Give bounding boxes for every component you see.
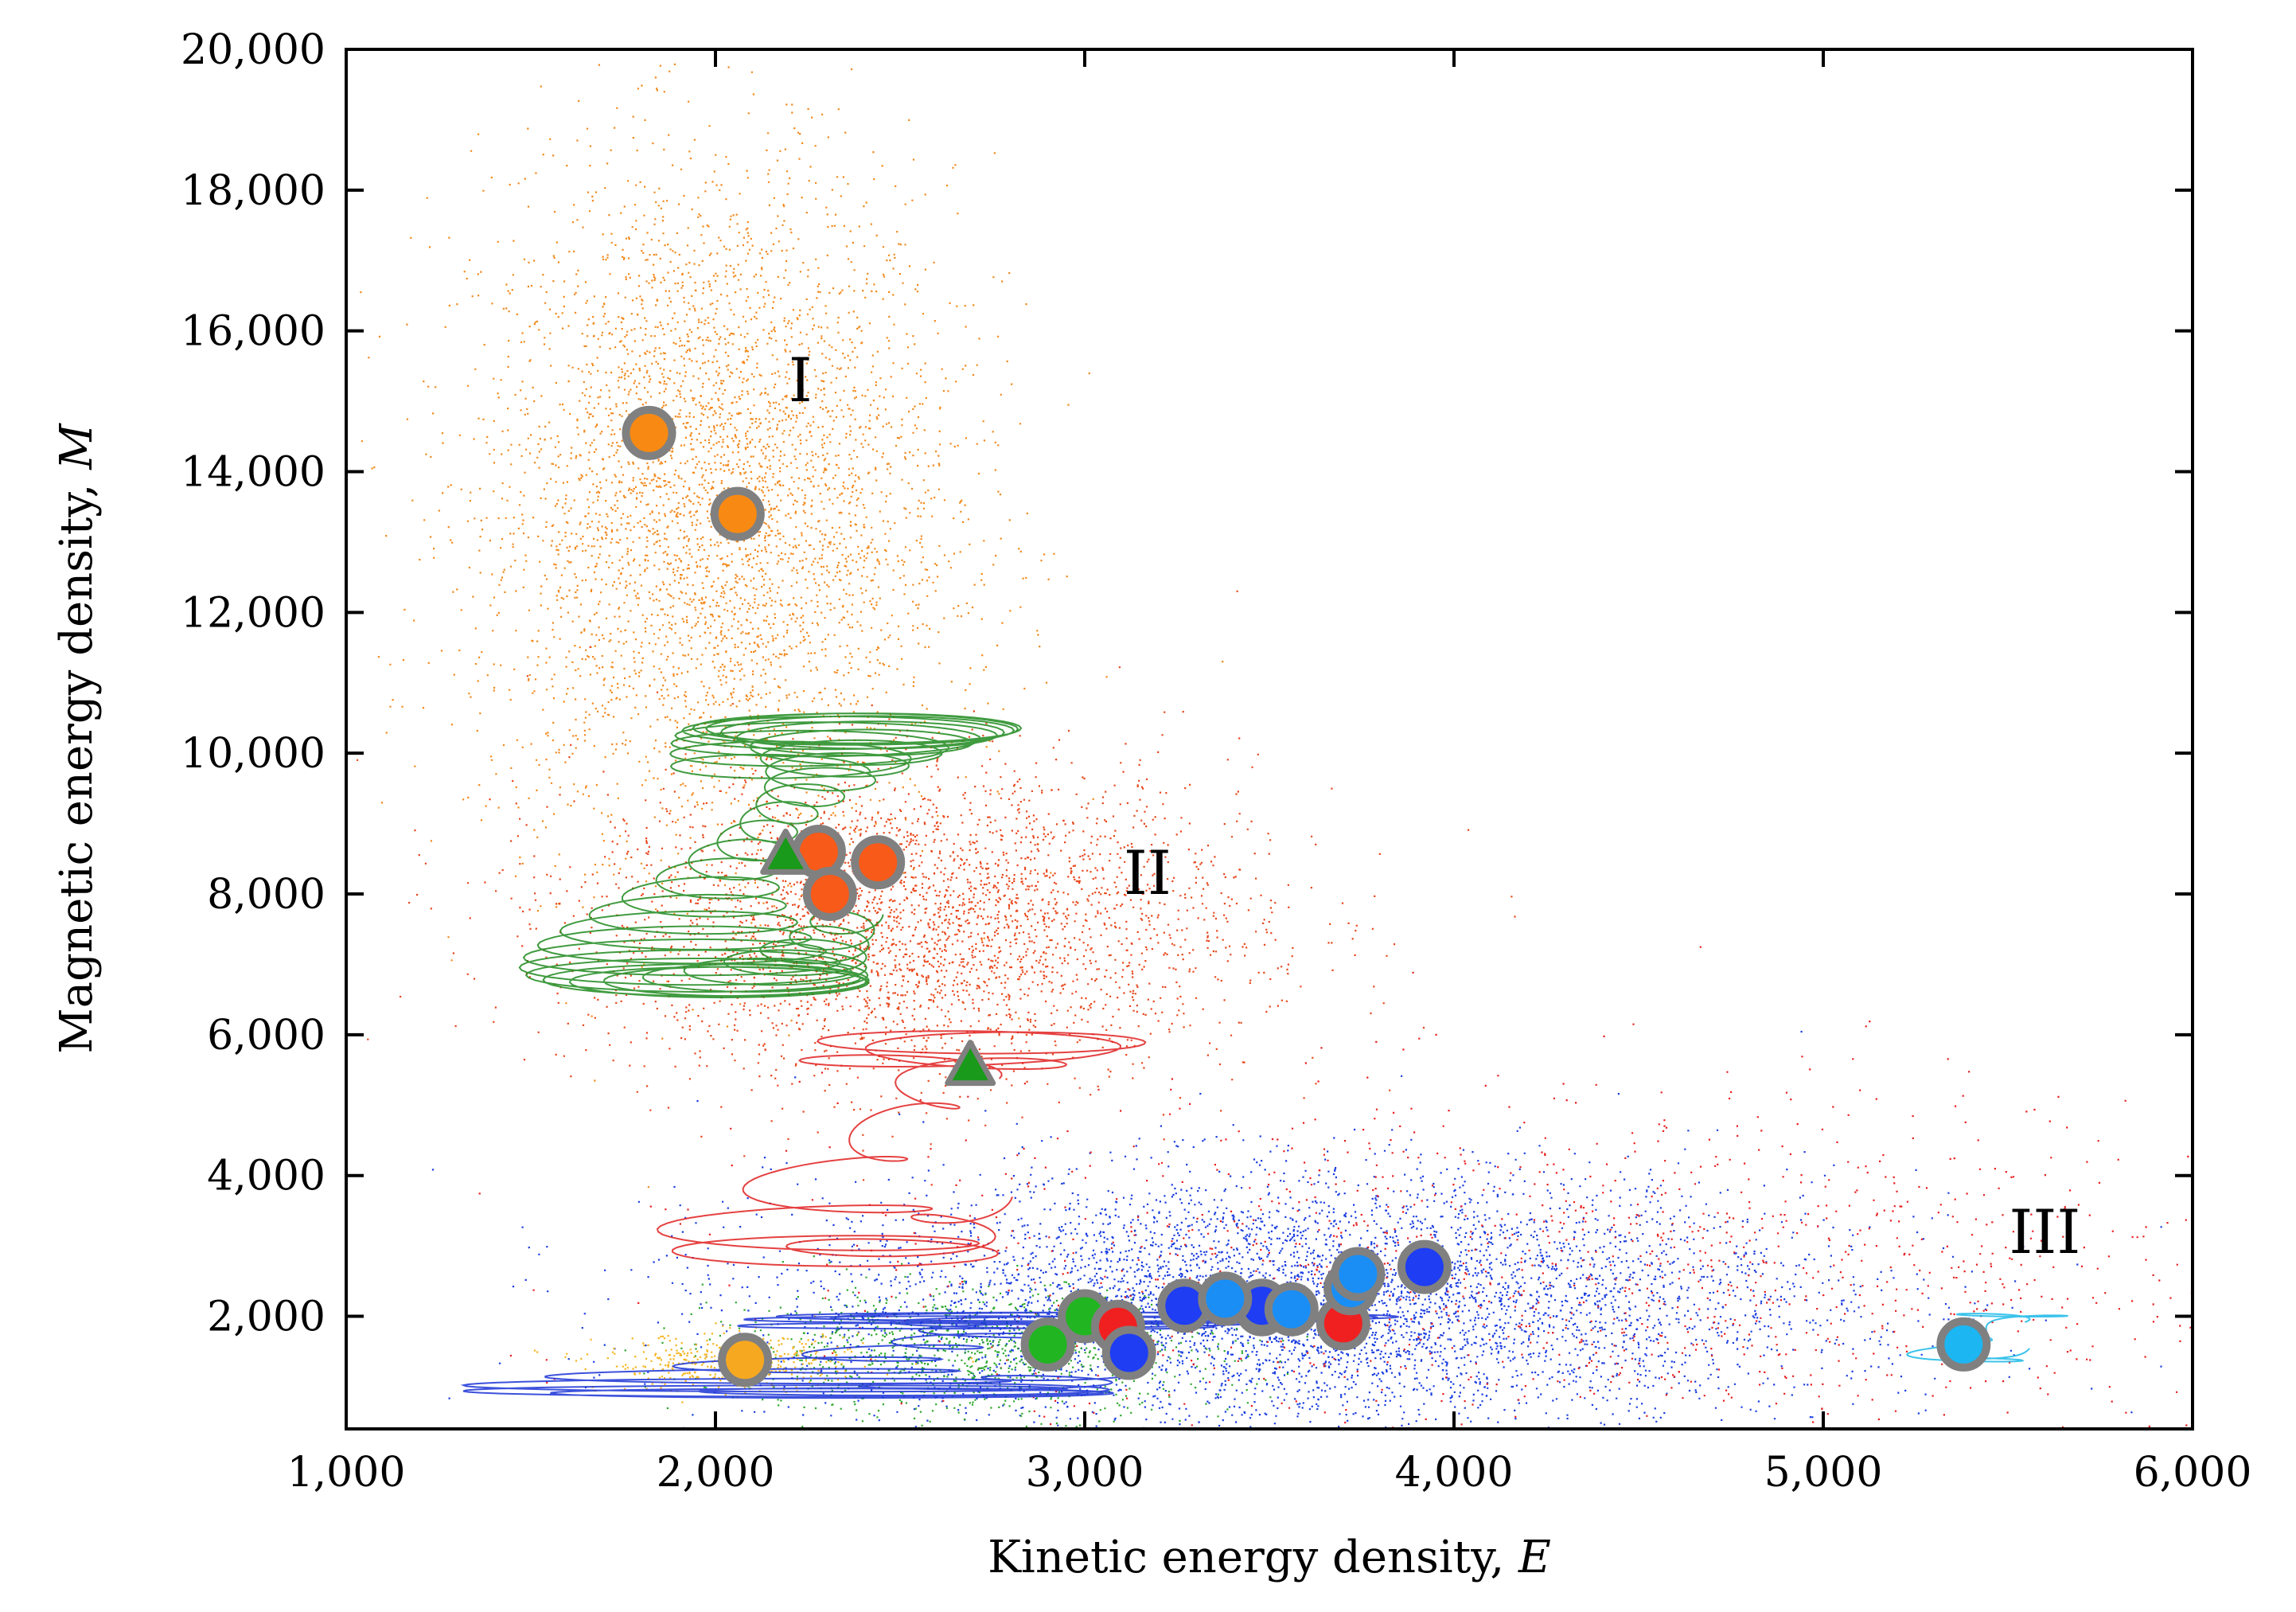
blue-cloud (431, 1030, 2162, 1431)
light-blue-means-point-3 (1331, 1247, 1386, 1302)
y-tick-label: 16,000 (181, 308, 325, 356)
yellow-mean-point-0 (718, 1333, 773, 1388)
mean-markers (622, 405, 1991, 1388)
orange-mean-point-0 (622, 405, 676, 460)
y-tick-label: 14,000 (181, 449, 325, 497)
y-tick-label: 4,000 (207, 1153, 325, 1200)
y-tick-label: 6,000 (207, 1012, 325, 1060)
red-orange-mean-point-1 (851, 835, 906, 890)
green-triangles-point-0 (760, 828, 812, 875)
light-blue-means-point-0 (1198, 1271, 1253, 1326)
x-tick-label: 4,000 (1395, 1449, 1514, 1497)
y-axis-title: Magnetic energy density, M (51, 423, 103, 1054)
plot-frame (345, 48, 2194, 1431)
light-blue-means-point-1 (1264, 1282, 1319, 1337)
y-tick-label: 8,000 (207, 871, 325, 919)
x-tick-label: 2,000 (657, 1449, 775, 1497)
green-sparse-cloud (624, 1255, 1308, 1431)
y-tick-label: 20,000 (181, 26, 325, 74)
y-tick-label: 2,000 (207, 1294, 325, 1341)
x-tick-label: 3,000 (1026, 1449, 1144, 1497)
y-tick-label: 12,000 (181, 589, 325, 637)
blue-trajectory (460, 1311, 1399, 1399)
y-tick-label: 10,000 (181, 730, 325, 778)
x-tick-label: 6,000 (2134, 1449, 2252, 1497)
region-label-0: I (789, 345, 813, 416)
orange-mean-point-1 (710, 486, 765, 541)
cyan-mean-point-0 (1936, 1317, 1991, 1372)
region-label-2: III (2009, 1196, 2080, 1267)
region-label-1: II (1124, 837, 1171, 908)
red-orange-mean-point-2 (802, 867, 857, 921)
blue-means-point-3 (1397, 1239, 1452, 1294)
red-trajectory (656, 1030, 1147, 1267)
x-tick-label: 1,000 (287, 1449, 406, 1497)
green-triangles-point-1 (945, 1040, 996, 1087)
x-axis-title: Kinetic energy density, E (988, 1532, 1551, 1583)
y-tick-label: 18,000 (181, 167, 325, 215)
green-means-point-0 (1020, 1317, 1075, 1372)
x-tick-label: 5,000 (1764, 1449, 1883, 1497)
blue-means-point-0 (1101, 1325, 1156, 1380)
axis-ticks: 1,000 2,000 3,000 4,000 5,000 6,000 2,000 4,000… (181, 26, 2251, 1497)
